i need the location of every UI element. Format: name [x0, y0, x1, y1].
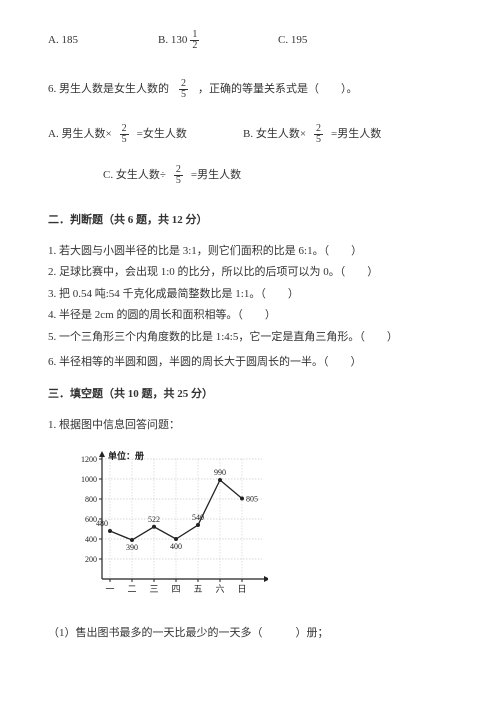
q6-frac: 2 5 [179, 79, 188, 100]
svg-text:400: 400 [170, 542, 182, 551]
svg-text:805: 805 [246, 495, 258, 504]
q6-options-ab: A. 男生人数× 2 5 =女生人数 B. 女生人数× 2 5 =男生人数 [48, 124, 452, 145]
frac-denominator: 5 [179, 90, 188, 100]
judge-item-3: 3. 把 0.54 吨:54 千克化成最简整数比是 1:1。（ ） [48, 286, 452, 304]
q6-b-text1: B. 女生人数× [243, 126, 306, 143]
svg-text:200: 200 [85, 555, 97, 564]
fill-q1-sub1: （1）售出图书最多的一天比最少的一天多（ ）册； [48, 625, 452, 642]
svg-text:二: 二 [127, 584, 136, 594]
q5-opt-c-label: C. 195 [278, 32, 307, 49]
chart-container: 12001000800600400200单位：册一二三四五六日480390522… [68, 447, 268, 607]
judge-item-6: 6. 半径相等的半圆和圆，半圆的周长大于圆周长的一半。（ ） [48, 354, 452, 372]
svg-text:单位：册: 单位：册 [108, 450, 144, 461]
q6-stem-a: 6. 男生人数是女生人数的 [48, 81, 169, 98]
fill-q1: 1. 根据图中信息回答问题： [48, 417, 452, 434]
q6-opt-a: A. 男生人数× 2 5 =女生人数 [48, 124, 243, 145]
q5-options: A. 185 B. 130 1 2 C. 195 [48, 30, 452, 51]
q5-opt-c: C. 195 [278, 32, 307, 49]
q5-opt-b-frac: 1 2 [190, 30, 199, 51]
q5-opt-b: B. 130 1 2 [158, 30, 278, 51]
svg-text:540: 540 [192, 513, 204, 522]
q6-c-text1: C. 女生人数÷ [103, 167, 166, 184]
q6-stem: 6. 男生人数是女生人数的 2 5 ，正确的等量关系式是（ ）。 [48, 79, 452, 100]
svg-text:日: 日 [237, 584, 246, 594]
q6-opt-c: C. 女生人数÷ 2 5 =男生人数 [103, 165, 241, 186]
q6-opt-b: B. 女生人数× 2 5 =男生人数 [243, 124, 381, 145]
q6-stem-b: ，正确的等量关系式是（ ）。 [198, 81, 358, 98]
svg-text:1000: 1000 [81, 475, 97, 484]
q6-b-text2: =男生人数 [331, 126, 381, 143]
q6-c-text2: =男生人数 [191, 167, 241, 184]
section2-title: 二．判断题（共 6 题，共 12 分） [48, 212, 452, 229]
q6-a-frac: 2 5 [120, 124, 129, 145]
svg-text:一: 一 [105, 584, 114, 594]
svg-text:480: 480 [96, 519, 108, 528]
svg-text:400: 400 [85, 535, 97, 544]
svg-text:六: 六 [215, 583, 224, 594]
frac-denominator: 5 [174, 176, 183, 186]
svg-text:1200: 1200 [81, 455, 97, 464]
svg-text:800: 800 [85, 495, 97, 504]
judge-item-2: 2. 足球比赛中，会出现 1:0 的比分，所以比的后项可以为 0。（ ） [48, 264, 452, 282]
q6-c-frac: 2 5 [174, 165, 183, 186]
svg-text:四: 四 [171, 584, 180, 594]
q5-opt-a-label: A. 185 [48, 32, 78, 49]
judge-item-4: 4. 半径是 2cm 的圆的周长和面积相等。（ ） [48, 307, 452, 325]
svg-text:三: 三 [149, 584, 158, 594]
q6-options-c: C. 女生人数÷ 2 5 =男生人数 [48, 165, 452, 186]
frac-denominator: 5 [120, 135, 129, 145]
frac-denominator: 2 [190, 41, 199, 51]
line-chart: 12001000800600400200单位：册一二三四五六日480390522… [68, 447, 268, 607]
svg-text:五: 五 [193, 584, 202, 594]
svg-text:522: 522 [148, 515, 160, 524]
q6-b-frac: 2 5 [314, 124, 323, 145]
section3-title: 三．填空题（共 10 题，共 25 分） [48, 386, 452, 403]
judge-item-1: 1. 若大圆与小圆半径的比是 3:1，则它们面积的比是 6:1。（ ） [48, 243, 452, 261]
q5-opt-b-label: B. 130 [158, 32, 187, 49]
q6-a-text2: =女生人数 [137, 126, 187, 143]
judge-item-5: 5. 一个三角形三个内角度数的比是 1:4:5，它一定是直角三角形。（ ） [48, 329, 452, 347]
svg-text:990: 990 [214, 468, 226, 477]
q5-opt-a: A. 185 [48, 32, 158, 49]
frac-denominator: 5 [314, 135, 323, 145]
svg-text:390: 390 [126, 543, 138, 552]
q6-a-text1: A. 男生人数× [48, 126, 112, 143]
